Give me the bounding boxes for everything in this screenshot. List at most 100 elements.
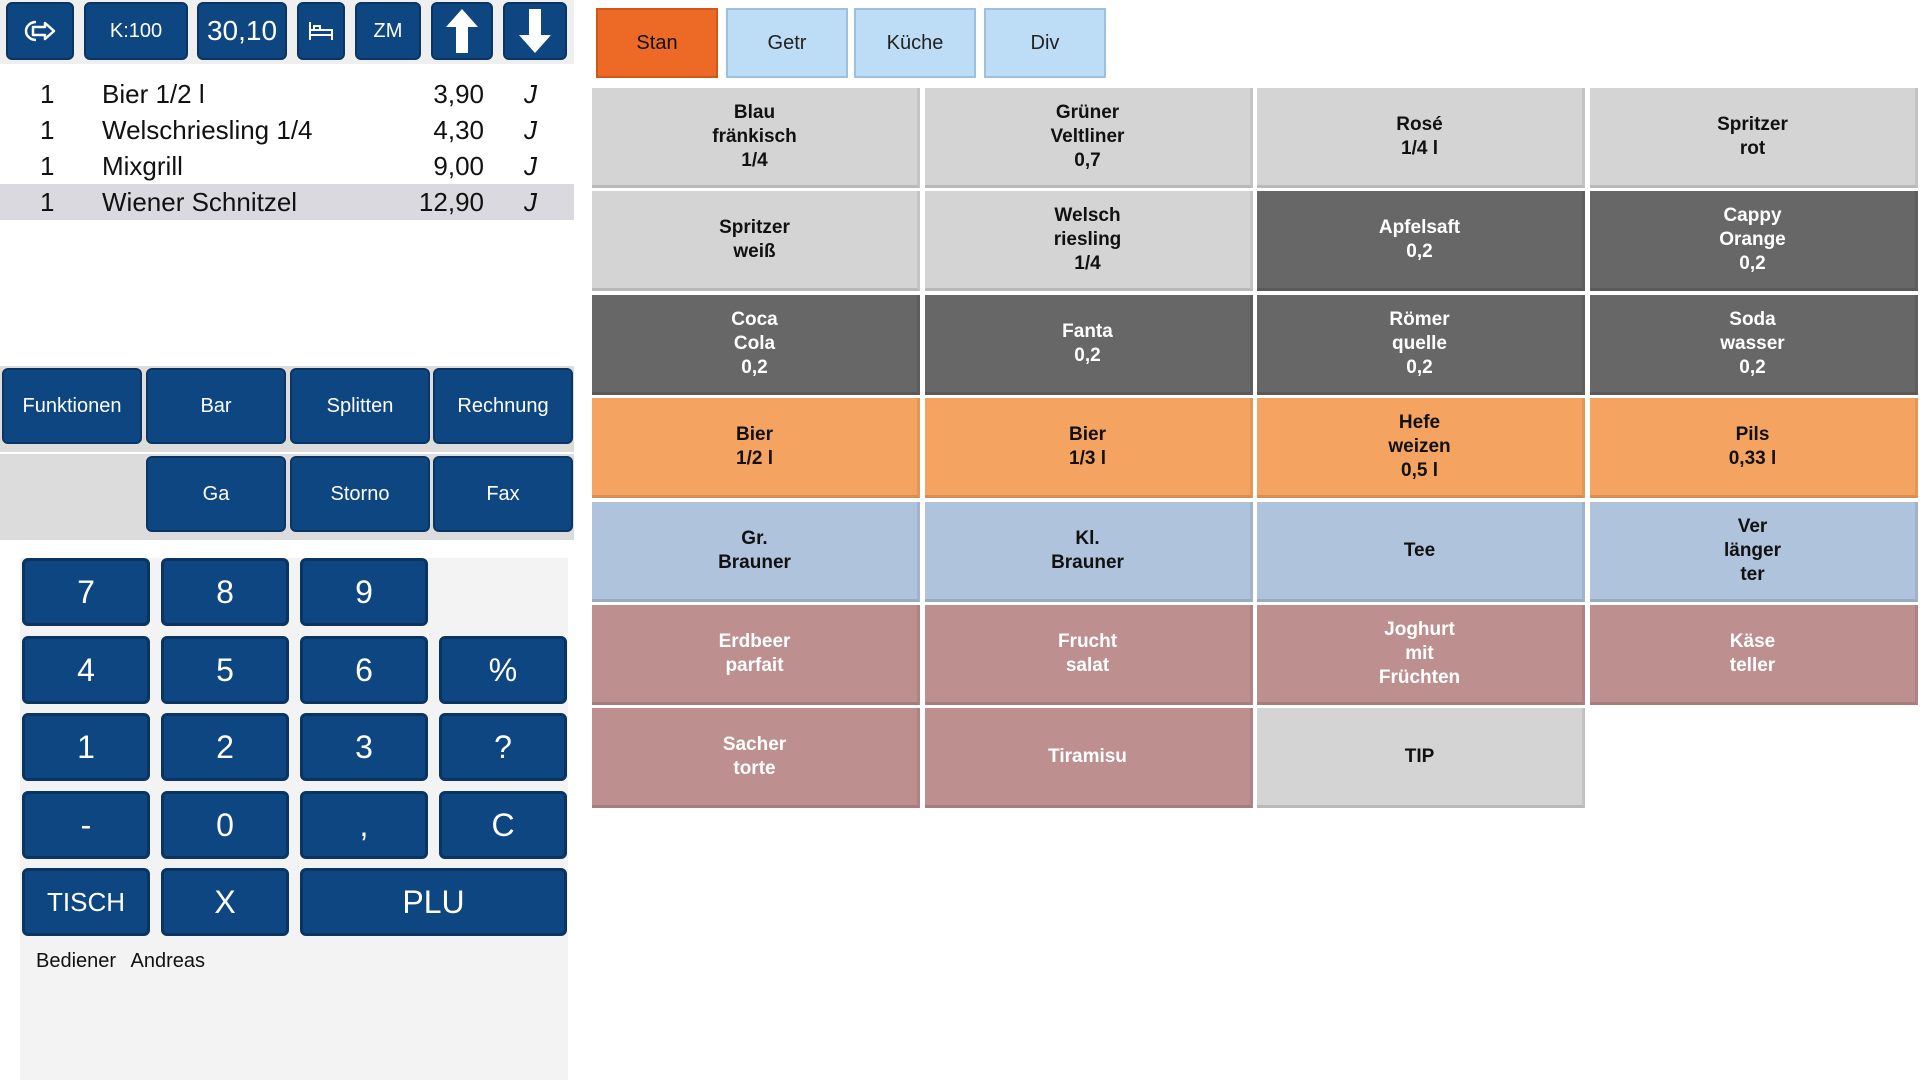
split-button[interactable]: Splitten bbox=[290, 368, 430, 444]
key-comma[interactable]: , bbox=[300, 791, 428, 859]
product-button[interactable]: Ver länger ter bbox=[1590, 502, 1918, 602]
product-button[interactable]: Kl. Brauner bbox=[925, 502, 1253, 602]
product-button[interactable]: Spritzer rot bbox=[1590, 88, 1918, 188]
product-button[interactable]: Cappy Orange 0,2 bbox=[1590, 191, 1918, 291]
key-minus[interactable]: - bbox=[22, 791, 150, 859]
logout-button[interactable] bbox=[6, 2, 74, 60]
product-button[interactable]: Tee bbox=[1257, 502, 1585, 602]
order-qty: 1 bbox=[40, 115, 55, 145]
product-button[interactable]: Grüner Veltliner 0,7 bbox=[925, 88, 1253, 188]
order-row[interactable]: 1 Welschriesling 1/4 4,30 J bbox=[0, 112, 574, 148]
functions-button[interactable]: Funktionen bbox=[2, 368, 142, 444]
order-row-selected[interactable]: 1 Wiener Schnitzel 12,90 J bbox=[0, 184, 574, 220]
product-button[interactable]: Coca Cola 0,2 bbox=[592, 295, 920, 395]
product-button[interactable]: Hefe weizen 0,5 l bbox=[1257, 398, 1585, 498]
product-label-line: Römer bbox=[1389, 308, 1450, 330]
key-1[interactable]: 1 bbox=[22, 713, 150, 781]
product-label-line: 0,2 bbox=[1739, 252, 1766, 274]
product-button[interactable]: Fanta 0,2 bbox=[925, 295, 1253, 395]
product-button[interactable]: Bier 1/3 l bbox=[925, 398, 1253, 498]
key-3[interactable]: 3 bbox=[300, 713, 428, 781]
invoice-button[interactable]: Rechnung bbox=[433, 368, 573, 444]
order-row[interactable]: 1 Bier 1/2 l 3,90 J bbox=[0, 76, 574, 112]
key-plu[interactable]: PLU bbox=[300, 868, 567, 936]
storno-label: Storno bbox=[330, 482, 390, 505]
product-button[interactable]: Joghurt mit Früchten bbox=[1257, 605, 1585, 705]
product-button[interactable]: Welsch riesling 1/4 bbox=[925, 191, 1253, 291]
scroll-up-button[interactable] bbox=[431, 2, 493, 60]
product-label-line: weiß bbox=[733, 240, 776, 262]
tab-kueche[interactable]: Küche bbox=[854, 8, 976, 78]
bed-icon bbox=[307, 19, 335, 43]
product-label-line: 1/4 bbox=[1074, 252, 1101, 274]
product-label-line: riesling bbox=[1053, 228, 1122, 250]
product-button[interactable]: Bier 1/2 l bbox=[592, 398, 920, 498]
product-grid: Blau fränkisch 1/4 Grüner Veltliner 0,7 Rosé 1/… bbox=[592, 88, 1920, 810]
key-label: 4 bbox=[77, 651, 95, 688]
logout-arrow-icon bbox=[23, 18, 57, 44]
ga-label: Ga bbox=[202, 482, 230, 505]
key-0[interactable]: 0 bbox=[161, 791, 289, 859]
key-label: PLU bbox=[402, 883, 465, 920]
product-button[interactable]: Pils 0,33 l bbox=[1590, 398, 1918, 498]
product-button[interactable]: Rosé 1/4 l bbox=[1257, 88, 1585, 188]
product-button[interactable]: Spritzer weiß bbox=[592, 191, 920, 291]
key-5[interactable]: 5 bbox=[161, 636, 289, 704]
key-6[interactable]: 6 bbox=[300, 636, 428, 704]
numpad: 7 8 9 4 5 6 % 1 2 3 ? - 0 , C TISCH X PL… bbox=[20, 558, 568, 1080]
key-7[interactable]: 7 bbox=[22, 558, 150, 626]
product-label-line: Spritzer bbox=[719, 216, 790, 238]
product-button[interactable]: Blau fränkisch 1/4 bbox=[592, 88, 920, 188]
product-label-line: Grüner bbox=[1055, 101, 1120, 123]
room-bed-button[interactable] bbox=[297, 2, 345, 60]
tab-div[interactable]: Div bbox=[984, 8, 1106, 78]
product-label-line: Joghurt bbox=[1384, 618, 1455, 640]
key-percent[interactable]: % bbox=[439, 636, 567, 704]
product-label-line: Spritzer bbox=[1717, 113, 1788, 135]
key-4[interactable]: 4 bbox=[22, 636, 150, 704]
product-label-line: fränkisch bbox=[712, 125, 797, 147]
product-label-line: Ver bbox=[1737, 515, 1768, 537]
key-clear[interactable]: C bbox=[439, 791, 567, 859]
product-button[interactable]: Soda wasser 0,2 bbox=[1590, 295, 1918, 395]
key-9[interactable]: 9 bbox=[300, 558, 428, 626]
product-button[interactable]: Tiramisu bbox=[925, 708, 1253, 808]
key-question[interactable]: ? bbox=[439, 713, 567, 781]
operator-info: Bediener Andreas bbox=[36, 950, 215, 973]
product-button[interactable]: Apfelsaft 0,2 bbox=[1257, 191, 1585, 291]
table-number-button[interactable]: K:100 bbox=[84, 2, 188, 60]
product-label-line: 1/4 bbox=[741, 149, 768, 171]
product-button[interactable]: Sacher torte bbox=[592, 708, 920, 808]
scroll-down-button[interactable] bbox=[503, 2, 567, 60]
key-tisch[interactable]: TISCH bbox=[22, 868, 150, 936]
invoice-label: Rechnung bbox=[457, 394, 549, 417]
order-item-flag: J bbox=[524, 115, 537, 145]
product-button[interactable]: Erdbeer parfait bbox=[592, 605, 920, 705]
fax-button[interactable]: Fax bbox=[433, 456, 573, 532]
room-button[interactable]: ZM bbox=[355, 2, 421, 60]
key-2[interactable]: 2 bbox=[161, 713, 289, 781]
key-label: 2 bbox=[216, 728, 234, 765]
key-multiply[interactable]: X bbox=[161, 868, 289, 936]
product-label-line: weizen bbox=[1388, 435, 1451, 457]
order-row[interactable]: 1 Mixgrill 9,00 J bbox=[0, 148, 574, 184]
tab-stan[interactable]: Stan bbox=[596, 8, 718, 78]
total-display-button[interactable]: 30,10 bbox=[197, 2, 287, 60]
order-qty: 1 bbox=[40, 79, 55, 109]
ga-button[interactable]: Ga bbox=[146, 456, 286, 532]
storno-button[interactable]: Storno bbox=[290, 456, 430, 532]
tab-getr[interactable]: Getr bbox=[726, 8, 848, 78]
product-button[interactable]: Frucht salat bbox=[925, 605, 1253, 705]
arrow-up-icon bbox=[442, 7, 482, 55]
order-item-flag: J bbox=[524, 79, 537, 109]
product-button[interactable]: TIP bbox=[1257, 708, 1585, 808]
order-item-price: 4,30 bbox=[433, 115, 484, 145]
bar-button[interactable]: Bar bbox=[146, 368, 286, 444]
key-label: X bbox=[214, 883, 236, 920]
product-label-line: Früchten bbox=[1378, 666, 1461, 688]
key-8[interactable]: 8 bbox=[161, 558, 289, 626]
product-button[interactable]: Gr. Brauner bbox=[592, 502, 920, 602]
product-label-line: teller bbox=[1729, 654, 1776, 676]
product-button[interactable]: Römer quelle 0,2 bbox=[1257, 295, 1585, 395]
product-button[interactable]: Käse teller bbox=[1590, 605, 1918, 705]
